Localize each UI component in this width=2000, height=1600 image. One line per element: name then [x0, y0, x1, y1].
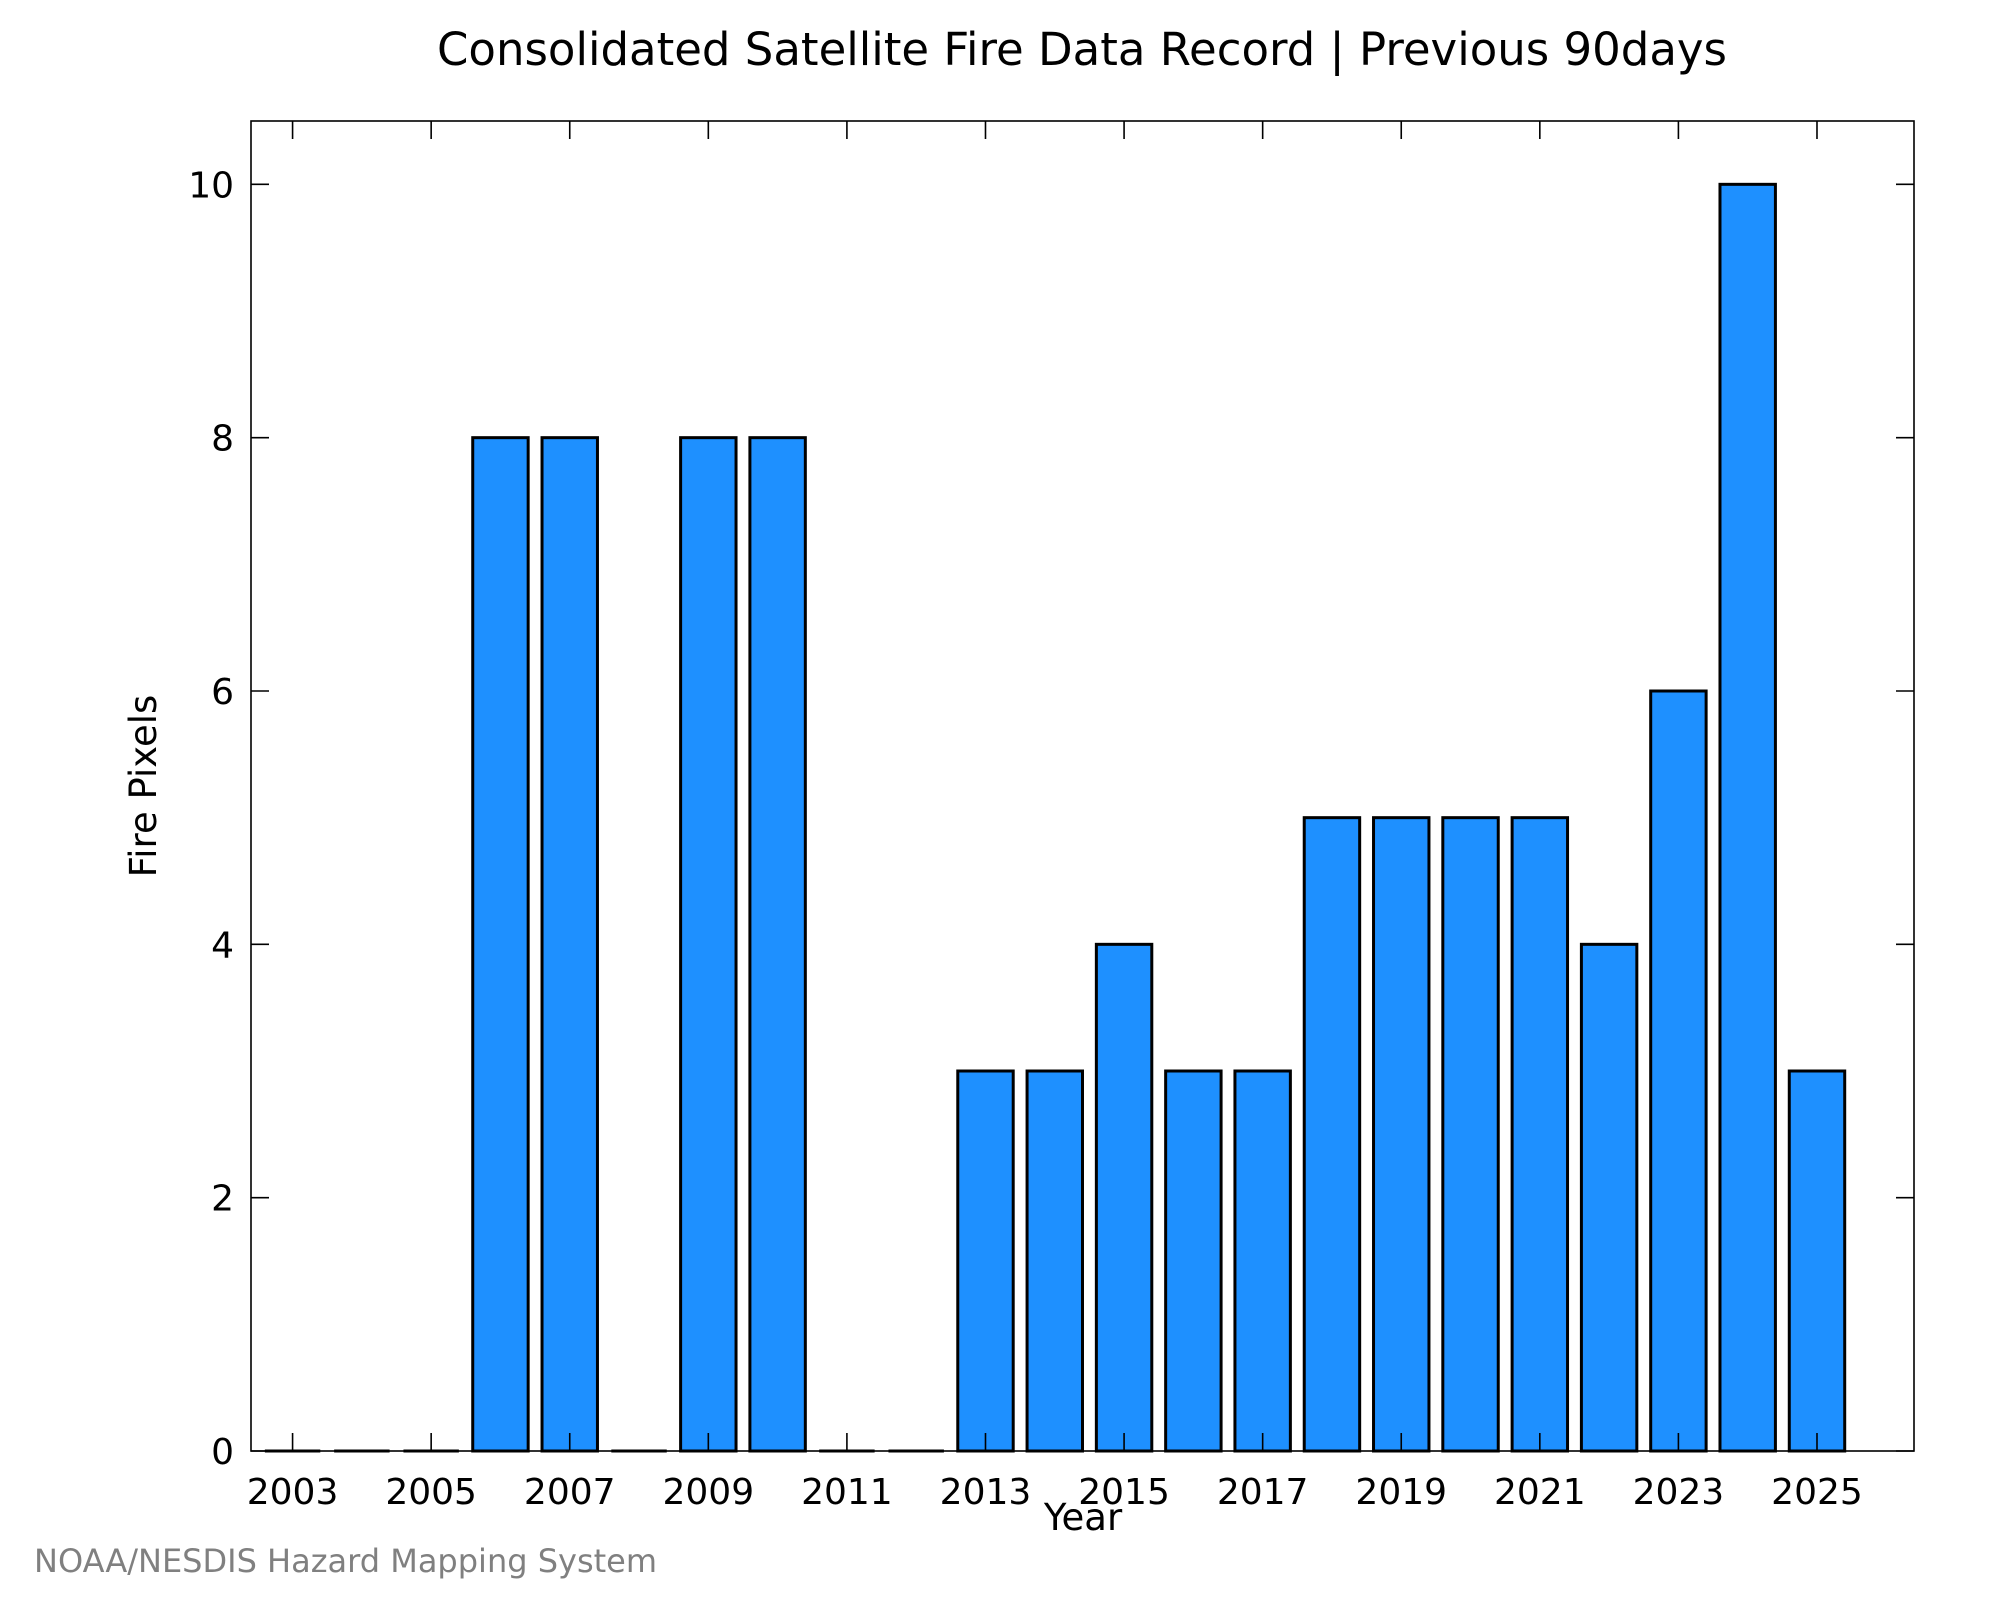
bar-2019: [1372, 816, 1431, 1453]
x-tick-label-2015: 2015: [1078, 1472, 1170, 1513]
x-tick-label-2013: 2013: [940, 1472, 1032, 1513]
bar-2024: [1718, 182, 1777, 1453]
x-tick-label-2009: 2009: [663, 1472, 755, 1513]
bar-2023: [1649, 689, 1708, 1453]
bar-2025: [1787, 1069, 1847, 1453]
x-tick-label-2019: 2019: [1355, 1472, 1447, 1513]
x-tick-label-2011: 2011: [801, 1472, 893, 1513]
bar-2018: [1302, 816, 1362, 1453]
y-tick-label-0: 0: [211, 1432, 234, 1473]
y-tick-label-4: 4: [211, 925, 234, 966]
bar-2009: [679, 436, 738, 1453]
x-tick-label-2025: 2025: [1771, 1472, 1863, 1513]
chart-title: Consolidated Satellite Fire Data Record …: [437, 23, 1727, 76]
ticks-layer: 2003 2005 2007 2009 2011 2013 2015 2017 2019 2021…: [188, 121, 1914, 1513]
bar-2021: [1510, 816, 1570, 1453]
x-tick-label-2021: 2021: [1494, 1472, 1586, 1513]
plot-frame: [250, 120, 1915, 1452]
bar-2020: [1441, 816, 1500, 1453]
bar-2017: [1233, 1069, 1292, 1453]
x-axis-label: Year: [1043, 1496, 1123, 1539]
bar-2010: [748, 436, 807, 1453]
bar-2006: [471, 436, 530, 1453]
bar-2015: [1094, 942, 1154, 1453]
x-tick-label-2023: 2023: [1633, 1472, 1725, 1513]
credit-text: NOAA/NESDIS Hazard Mapping System: [34, 1542, 657, 1580]
x-tick-label-2017: 2017: [1217, 1472, 1309, 1513]
bar-2016: [1164, 1069, 1223, 1453]
bar-2014: [1025, 1069, 1084, 1453]
y-tick-label-10: 10: [188, 165, 234, 206]
y-tick-label-6: 6: [211, 672, 234, 713]
bar-2022: [1579, 942, 1639, 1453]
x-tick-label-2003: 2003: [247, 1472, 339, 1513]
bar-2007: [540, 436, 599, 1453]
x-tick-label-2007: 2007: [524, 1472, 616, 1513]
y-tick-label-8: 8: [211, 419, 234, 460]
y-tick-label-2: 2: [211, 1179, 234, 1220]
bar-2013: [956, 1069, 1015, 1453]
x-tick-label-2005: 2005: [385, 1472, 477, 1513]
y-axis-label: Fire Pixels: [122, 695, 165, 878]
bars-layer: [264, 182, 1847, 1453]
